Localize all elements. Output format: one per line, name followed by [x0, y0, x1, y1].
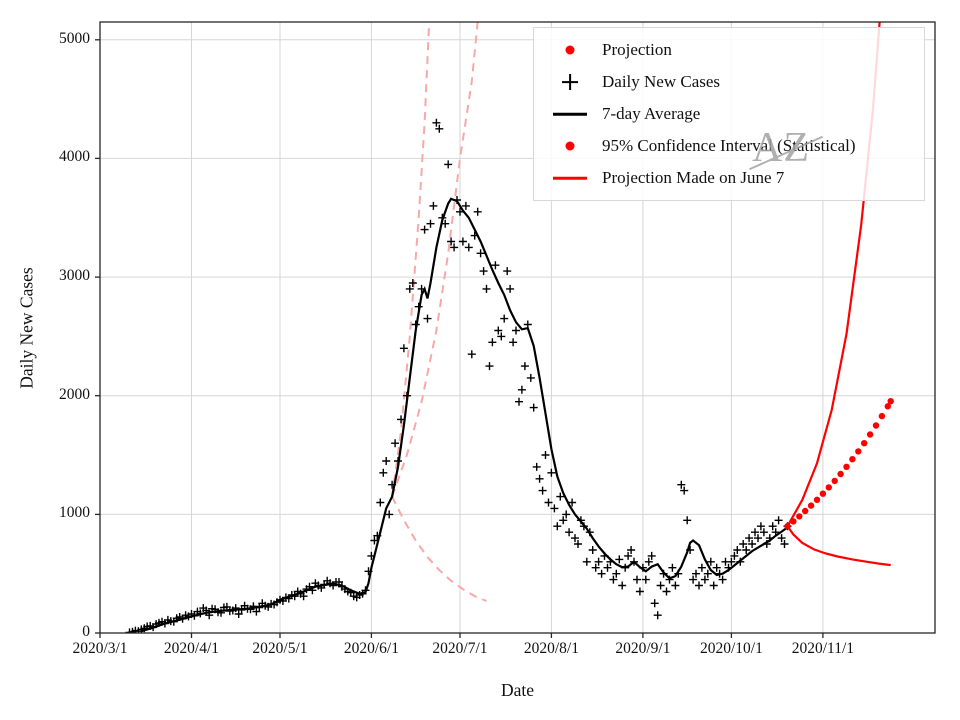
- legend: Projection Daily New Cases 7-day Average…: [533, 27, 925, 201]
- series-june-7-projection-upper-bound: [391, 22, 431, 497]
- y-tick-label: 3000: [59, 267, 90, 285]
- y-tick-label: 0: [82, 623, 90, 640]
- plot-frame: [99, 21, 936, 634]
- x-axis-label: Date: [500, 680, 535, 700]
- x-tick-label: 2020/9/1: [615, 640, 671, 657]
- legend-item: Daily New Cases: [534, 66, 924, 98]
- legend-line-marker-icon: [550, 169, 590, 187]
- tick-marks: [95, 39, 824, 638]
- y-axis-label: Daily New Cases: [16, 267, 37, 389]
- y-tick-label: 1000: [59, 504, 90, 522]
- legend-dot-marker-icon: [550, 137, 590, 155]
- x-tick-label: 2020/8/1: [523, 640, 579, 657]
- x-tick-label: 2020/3/1: [72, 640, 128, 657]
- legend-item: 7-day Average: [534, 98, 924, 130]
- legend-line-marker-icon: [550, 105, 590, 123]
- x-tick-label: 2020/6/1: [343, 640, 399, 657]
- legend-item-label: Daily New Cases: [602, 72, 721, 91]
- x-tick-label: 2020/11/1: [791, 640, 855, 657]
- legend-item-label: Projection Made on June 7: [602, 168, 785, 187]
- legend-item: Projection Made on June 7: [534, 162, 924, 194]
- series-june-7-projection-lower-bound: [391, 496, 487, 602]
- legend-item-label: Projection: [602, 40, 672, 59]
- y-tick-label: 2000: [59, 385, 90, 403]
- y-tick-label: 4000: [59, 148, 90, 166]
- legend-item-label: 7-day Average: [602, 104, 701, 123]
- watermark: AZ: [752, 125, 810, 171]
- legend-item: 95% Confidence Interval (Statistical): [534, 130, 924, 162]
- legend-plus-marker-icon: [550, 73, 590, 91]
- series-june-7-projection-central: [391, 22, 479, 497]
- x-tick-label: 2020/5/1: [252, 640, 308, 657]
- legend-dot-marker-icon: [550, 41, 590, 59]
- series-95-ci-lower: [786, 525, 891, 567]
- legend-item: Projection: [534, 34, 924, 66]
- series-projection: [784, 398, 894, 530]
- x-tick-label: 2020/7/1: [432, 640, 488, 657]
- series-7-day-average: [140, 197, 789, 633]
- y-tick-label: 5000: [59, 29, 90, 47]
- x-tick-label: 2020/10/1: [699, 640, 763, 657]
- x-tick-label: 2020/4/1: [163, 640, 220, 657]
